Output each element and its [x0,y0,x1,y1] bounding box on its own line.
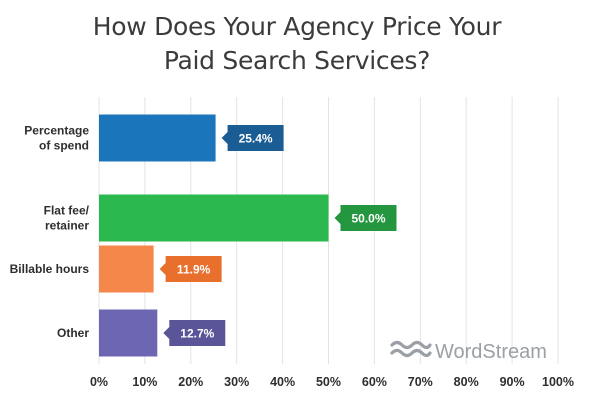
x-tick-label: 30% [224,375,249,389]
value-tag: 50.0% [334,205,397,231]
value-label: 25.4% [239,132,273,146]
value-tag: 11.9% [159,256,222,282]
chart-title-line-2: Paid Search Services? [163,46,431,75]
x-tick-label: 90% [500,375,525,389]
x-tick-label: 80% [454,375,479,389]
bar [99,245,154,293]
value-tag-background [221,125,284,151]
category-label: Other [57,326,89,340]
bar [99,114,216,162]
category-label: retainer [45,219,89,233]
x-tick-label: 20% [178,375,203,389]
value-tag-background [334,205,397,231]
category-label: of spend [39,139,89,153]
bar [99,194,329,242]
value-tag-background [163,320,226,346]
value-label: 12.7% [180,327,214,341]
x-tick-label: 40% [270,375,295,389]
chart-title: How Does Your Agency Price Your Paid Sea… [0,10,594,78]
chart-title-line-1: How Does Your Agency Price Your [92,12,502,41]
x-tick-label: 50% [316,375,341,389]
value-tag: 25.4% [221,125,284,151]
bars: 25.4% 50.0% 11.9% 12.7% [99,114,397,357]
category-label: Flat fee/ [44,204,90,218]
value-tag: 12.7% [163,320,226,346]
category-label: Percentage [24,124,89,138]
x-axis-tick-labels: 0% 10% 20% 30% 40% 50% 60% 70% 80% 90% 100% [90,375,574,389]
wordstream-logo: WordStream [390,340,547,363]
x-tick-label: 10% [132,375,157,389]
value-label: 50.0% [351,212,385,226]
x-tick-label: 100% [542,375,574,389]
x-tick-label: 60% [362,375,387,389]
value-label: 11.9% [177,263,211,277]
category-label: Billable hours [10,262,90,276]
value-tag-background [159,256,222,282]
bar [99,309,158,357]
wave-logo-icon [390,340,432,358]
x-tick-label: 70% [408,375,433,389]
brand-name: WordStream [435,341,547,363]
x-tick-label: 0% [90,375,108,389]
